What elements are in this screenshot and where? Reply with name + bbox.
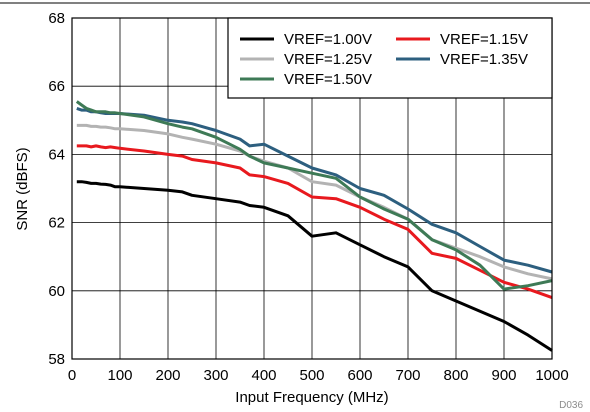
legend: VREF=1.00V VREF=1.15V VREF=1.25V VREF=1.35V… <box>227 17 553 99</box>
legend-box <box>227 17 553 99</box>
series-line-1 <box>76 180 553 352</box>
data-series <box>75 100 553 352</box>
legend-label-2: VREF=1.15V <box>440 31 528 48</box>
y-tick-labels: 58 60 62 64 66 68 <box>48 10 65 368</box>
x-tick-label: 200 <box>155 367 180 384</box>
y-tick-label: 68 <box>48 10 65 27</box>
legend-label-5: VREF=1.50V <box>284 71 372 88</box>
x-tick-label: 500 <box>299 367 324 384</box>
x-axis-label: Input Frequency (MHz) <box>235 389 388 406</box>
x-tick-label: 300 <box>203 367 228 384</box>
legend-label-4: VREF=1.35V <box>440 51 528 68</box>
x-tick-label: 0 <box>68 367 76 384</box>
series-line-5 <box>75 100 553 291</box>
x-tick-label: 400 <box>251 367 276 384</box>
series-line-2 <box>76 144 553 300</box>
y-tick-label: 64 <box>48 146 65 163</box>
y-tick-label: 66 <box>48 78 65 95</box>
x-tick-label: 800 <box>443 367 468 384</box>
y-tick-label: 60 <box>48 283 65 300</box>
x-tick-label: 600 <box>347 367 372 384</box>
y-axis-label: SNR (dBFS) <box>14 147 31 230</box>
legend-label-1: VREF=1.00V <box>284 31 372 48</box>
x-tick-label: 1000 <box>535 367 568 384</box>
x-tick-labels: 0 100 200 300 400 500 600 700 800 900 1000 <box>68 367 569 384</box>
legend-label-3: VREF=1.25V <box>284 51 372 68</box>
x-tick-label: 100 <box>107 367 132 384</box>
y-tick-label: 62 <box>48 215 65 232</box>
x-tick-label: 900 <box>491 367 516 384</box>
y-tick-label: 58 <box>48 351 65 368</box>
x-tick-label: 700 <box>395 367 420 384</box>
figure-code: D036 <box>559 400 583 411</box>
